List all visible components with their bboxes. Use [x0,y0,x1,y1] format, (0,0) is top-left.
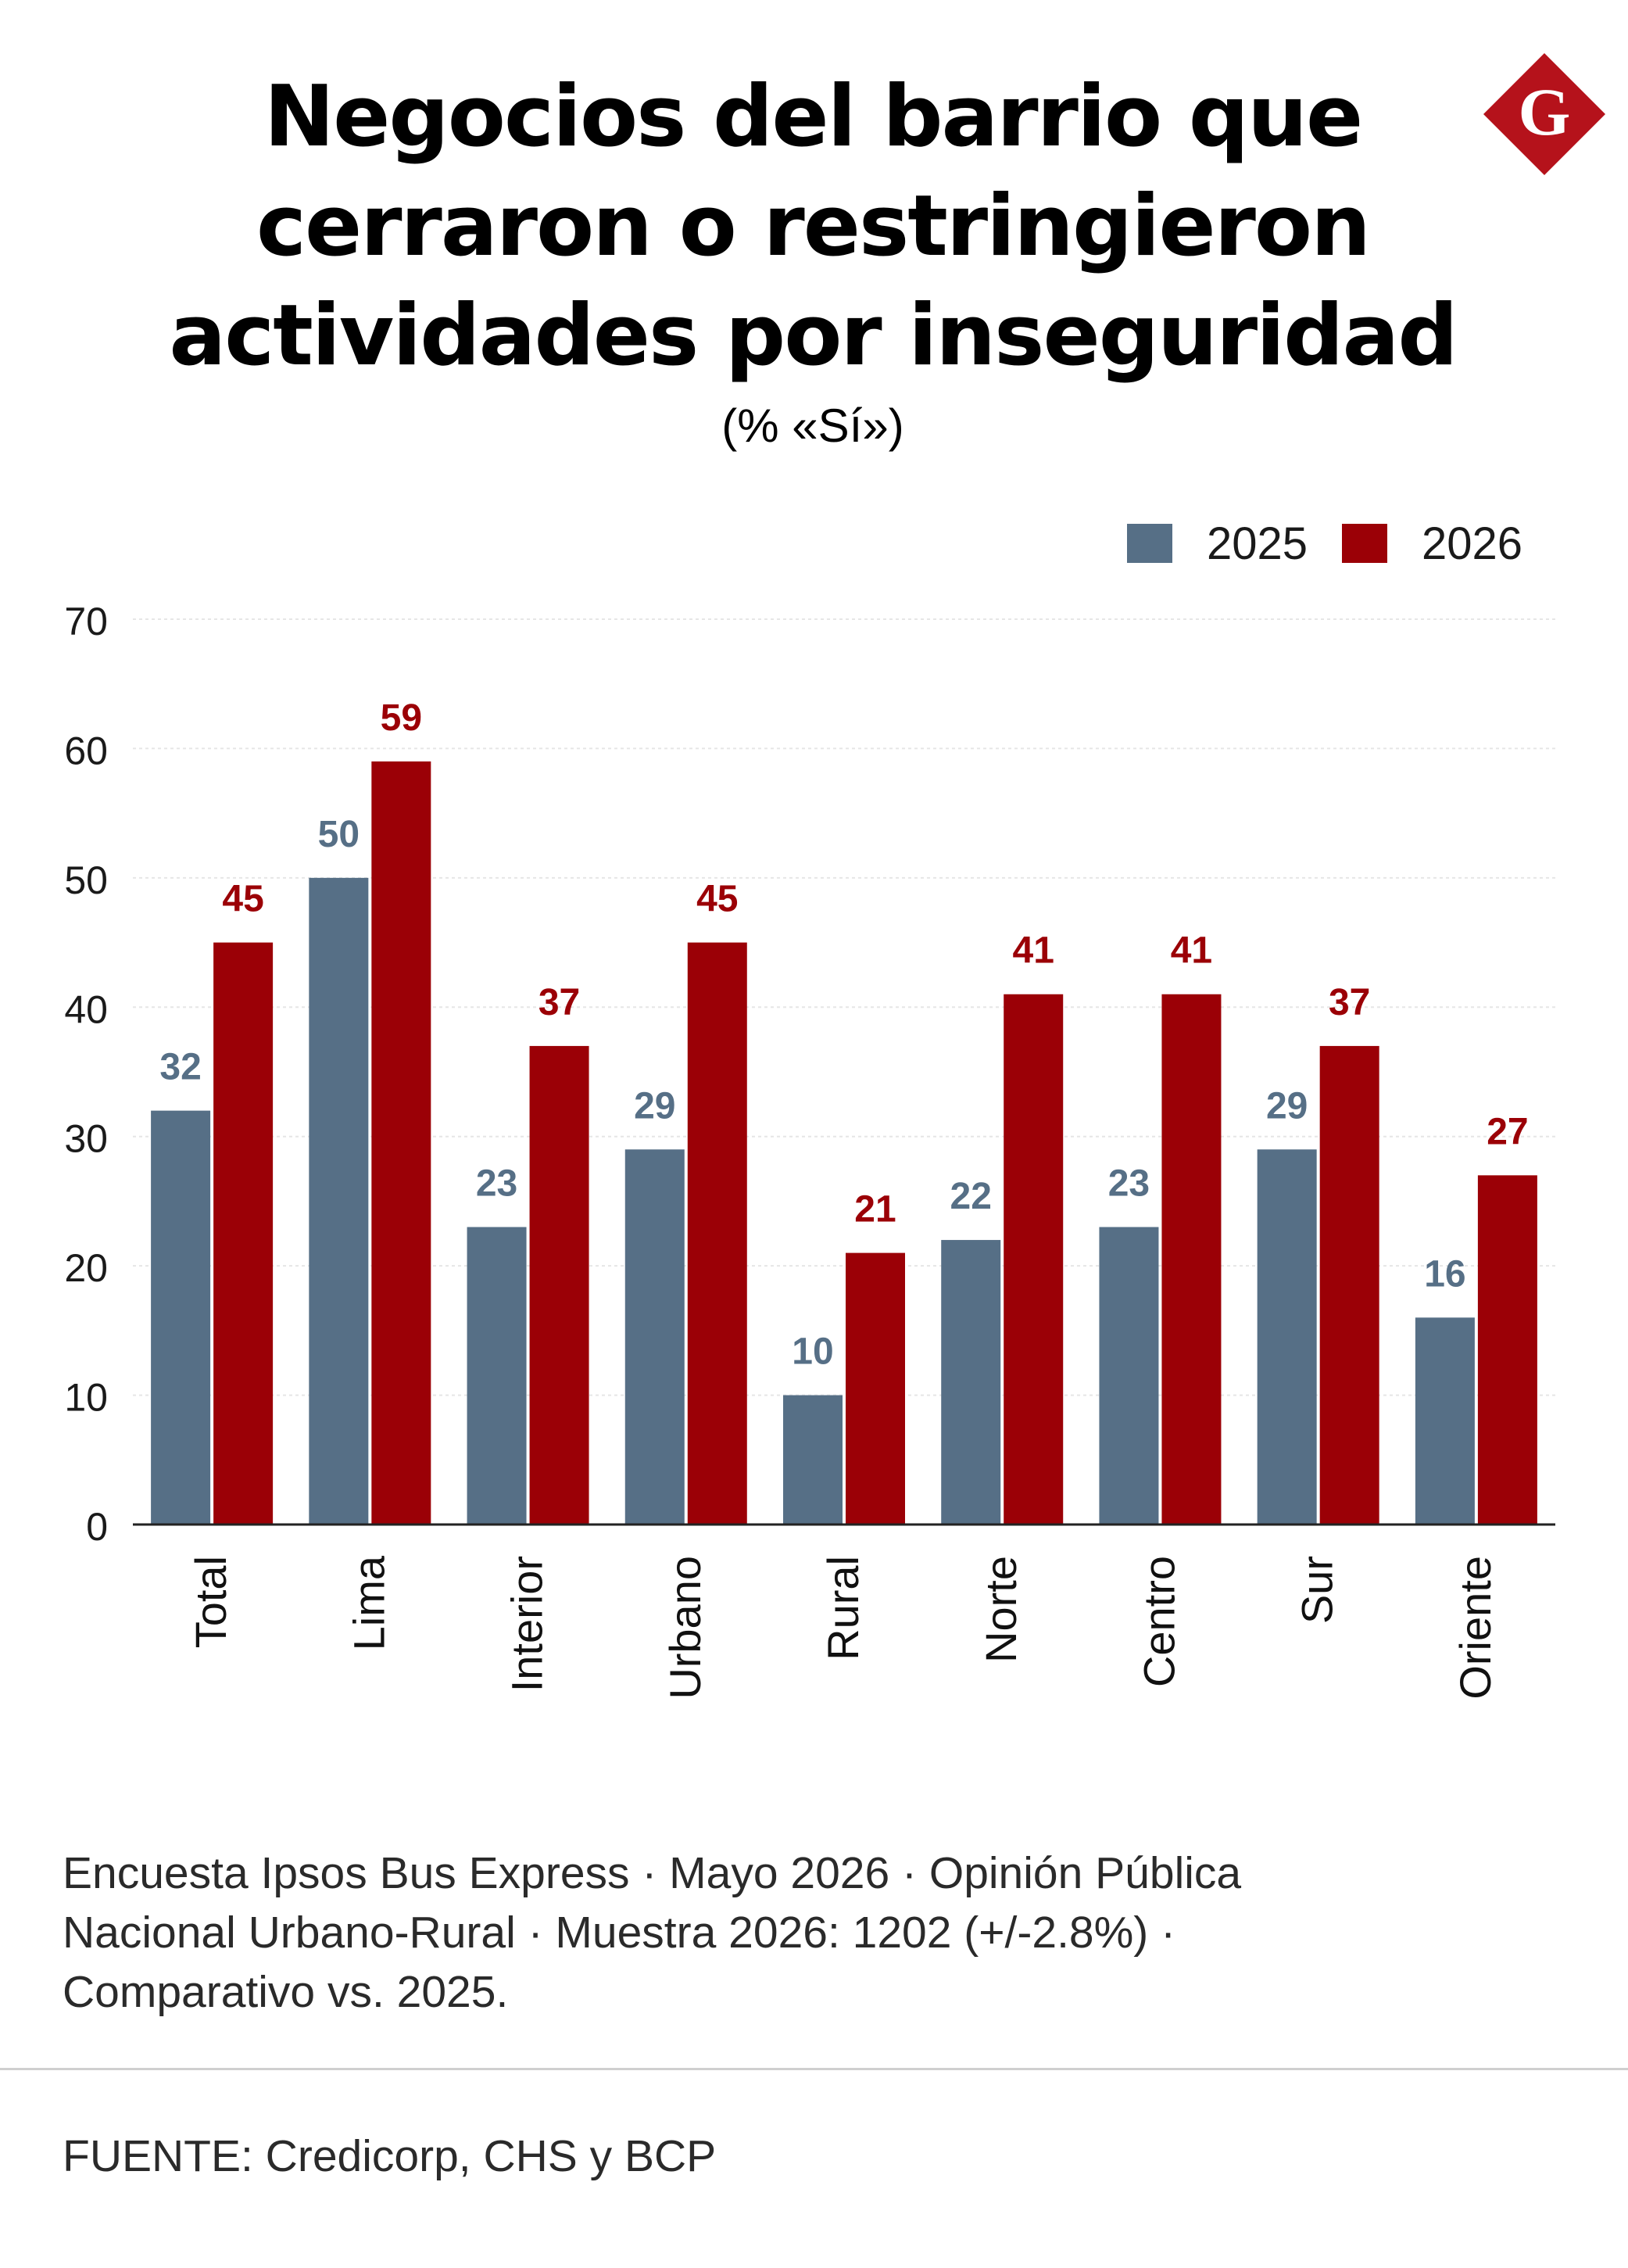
bar-2026-lima [371,761,431,1525]
brand-logo: G [1483,53,1605,175]
data-label: 59 [381,697,422,739]
footer-divider [0,2068,1628,2070]
bar-2025-total [151,1110,211,1525]
chart-title-line: Negocios del barrio que [263,68,1363,166]
survey-note-line: Nacional Urbano-Rural · Muestra 2026: 12… [63,1908,1176,1958]
data-label: 16 [1424,1253,1465,1295]
x-tick-label: Centro [1134,1556,1183,1687]
chart-title-line: cerraron o restringieron [256,177,1371,275]
bar-2025-sur [1257,1149,1317,1525]
x-tick-label: Interior [503,1556,552,1692]
y-tick-label: 0 [86,1505,108,1549]
data-label: 10 [792,1331,833,1373]
x-tick-label: Norte [976,1556,1025,1663]
legend-label-2026: 2026 [1422,518,1523,569]
y-tick-label: 20 [64,1246,108,1290]
bar-2025-urbano [624,1149,685,1525]
legend-label-2025: 2025 [1207,518,1308,569]
brand-logo-diamond [1483,53,1605,175]
survey-note-line: Comparativo vs. 2025. [63,1967,509,2017]
x-tick-label: Rural [818,1556,868,1661]
legend-swatch-2026 [1342,524,1388,563]
chart-legend: 2025 2026 [1127,516,1522,571]
bar-2025-rural [783,1395,843,1525]
y-tick-label: 40 [64,987,108,1031]
chart-title: Negocios del barrio que cerraron o restr… [156,63,1469,391]
x-tick-label: Urbano [660,1556,710,1700]
data-label: 50 [318,814,360,855]
data-label: 45 [222,879,263,920]
bar-2025-norte [941,1240,1001,1525]
x-tick-label: Lima [344,1555,393,1650]
bar-2026-total [213,942,274,1525]
bar-2026-rural [846,1252,905,1525]
bar-2026-sur [1319,1045,1379,1525]
data-label: 37 [538,982,580,1023]
data-label: 23 [1108,1163,1150,1205]
bar-2026-centro [1161,994,1222,1525]
legend-swatch-2025 [1127,524,1172,563]
chart-title-line: actividades por inseguridad [169,287,1458,385]
bar-2025-oriente [1415,1317,1475,1525]
x-tick-label: Sur [1293,1556,1342,1624]
survey-note-line: Encuesta Ipsos Bus Express · Mayo 2026 ·… [63,1848,1242,1898]
data-label: 45 [696,879,738,920]
data-label: 21 [854,1189,896,1231]
bar-2025-centro [1099,1227,1159,1525]
y-tick-label: 10 [64,1376,108,1420]
chart-subtitle: (% «Sí») [721,399,904,452]
y-tick-label: 70 [64,600,108,643]
bar-2025-lima [309,877,369,1525]
data-label: 29 [634,1085,675,1127]
data-label: 29 [1266,1085,1308,1127]
bar-2025-interior [467,1227,527,1525]
bar-2026-oriente [1477,1175,1537,1525]
survey-note: Encuesta Ipsos Bus Express · Mayo 2026 ·… [63,1843,1297,2022]
y-tick-label: 30 [64,1117,108,1161]
y-tick-label: 60 [64,729,108,772]
data-label: 41 [1013,930,1054,972]
source-text: FUENTE: Credicorp, CHS y BCP [63,2131,717,2181]
data-label: 27 [1487,1111,1528,1152]
y-tick-label: 50 [64,858,108,902]
data-label: 22 [950,1176,992,1217]
x-tick-label: Oriente [1451,1556,1500,1700]
bar-2026-norte [1004,994,1064,1525]
data-label: 23 [476,1163,517,1205]
bar-2026-urbano [687,942,747,1525]
data-label: 41 [1171,930,1212,972]
bar-2026-interior [529,1045,589,1525]
brand-logo-letter: G [1519,74,1571,149]
x-tick-label: Total [186,1556,235,1648]
data-label: 32 [159,1047,201,1088]
bar-chart: 0 10 20 30 40 50 60 70 32 45 Total 50 59 Lima 23 37 Inte… [64,600,1555,1700]
data-label: 37 [1329,982,1370,1023]
